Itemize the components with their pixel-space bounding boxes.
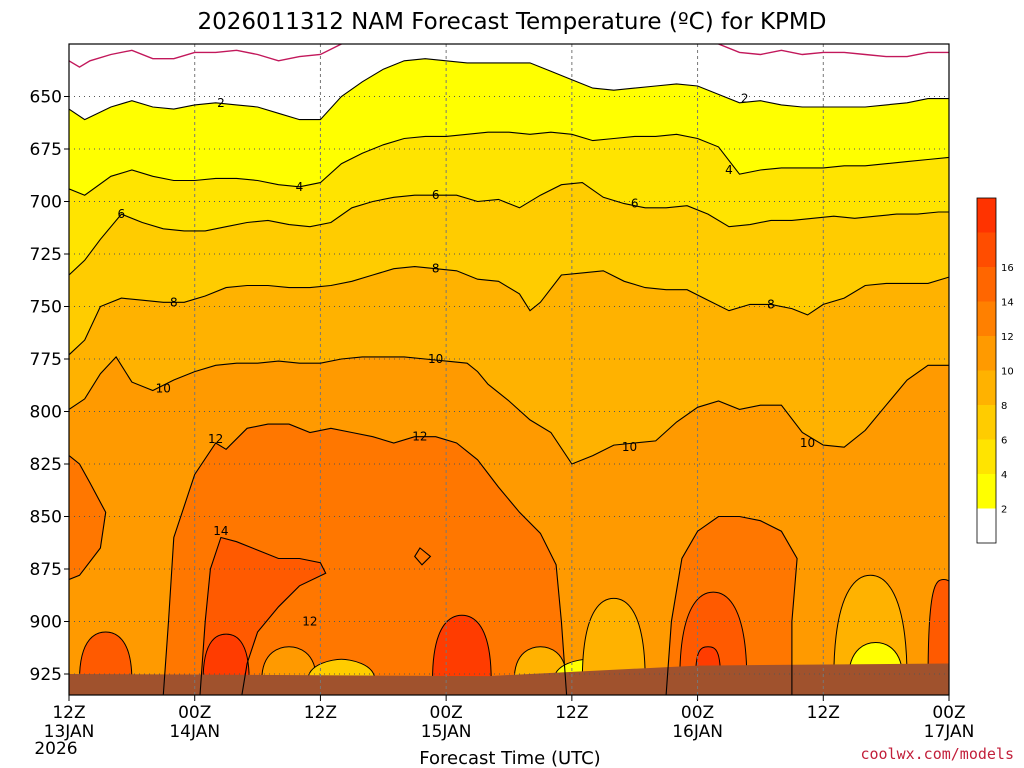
y-tick-label-850: 850 bbox=[30, 508, 62, 528]
contour-label-4-0: 4 bbox=[296, 180, 304, 194]
ground-terrain bbox=[69, 663, 949, 695]
y-tick-label-675: 675 bbox=[30, 140, 62, 160]
colorbar-swatch-0 bbox=[977, 508, 996, 543]
contour-label-10-1: 10 bbox=[428, 352, 443, 366]
contour-label-6-0: 6 bbox=[118, 207, 126, 221]
grid-lines bbox=[68, 44, 950, 695]
y-tick-label-750: 750 bbox=[30, 298, 62, 318]
colorbar-label-16: 16 bbox=[1001, 263, 1014, 274]
x-tick-time-48: 12Z bbox=[555, 703, 588, 723]
y-tick-label-725: 725 bbox=[30, 245, 62, 265]
contour-label-12-2: 12 bbox=[302, 615, 317, 629]
colorbar-swatch-8 bbox=[977, 232, 996, 267]
contour-label-6-1: 6 bbox=[432, 188, 440, 202]
x-tick-time-60: 00Z bbox=[681, 703, 714, 723]
x-tick-date-0: 13JAN bbox=[44, 722, 95, 742]
contour-label-8-0: 8 bbox=[170, 295, 178, 309]
contour-label-10-2: 10 bbox=[622, 440, 637, 454]
x-tick-time-12: 00Z bbox=[178, 703, 211, 723]
y-tick-label-650: 650 bbox=[30, 88, 62, 108]
colorbar-swatch-7 bbox=[977, 267, 996, 302]
y-tick-label-875: 875 bbox=[30, 560, 62, 580]
colorbar-swatch-5 bbox=[977, 336, 996, 371]
colorbar-swatch-1 bbox=[977, 474, 996, 509]
y-tick-label-700: 700 bbox=[30, 193, 62, 213]
contour-label-8-2: 8 bbox=[767, 297, 775, 311]
pocket-3 bbox=[261, 646, 317, 681]
contour-label-12-1: 12 bbox=[412, 430, 427, 444]
y-axis: 650 675 700 725 750 775 800 825 850 875 900 925 bbox=[30, 88, 69, 685]
y-tick-label-900: 900 bbox=[30, 613, 62, 633]
credit-link[interactable]: coolwx.com/models bbox=[860, 745, 1014, 763]
x-tick-time-0: 12Z bbox=[52, 703, 85, 723]
y-tick-label-775: 775 bbox=[30, 350, 62, 370]
y-tick-label-925: 925 bbox=[30, 665, 62, 685]
colorbar-label-8: 8 bbox=[1001, 401, 1007, 412]
contour-labels: 2 2 4 4 6 6 6 8 8 8 10 10 10 10 12 12 12 14 bbox=[118, 92, 816, 629]
contour-line-0-west bbox=[69, 44, 345, 68]
colorbar-label-12: 12 bbox=[1001, 332, 1014, 343]
contour-label-12-0: 12 bbox=[208, 432, 223, 446]
x-tick-date-36: 15JAN bbox=[421, 722, 472, 742]
colorbar-swatch-2 bbox=[977, 439, 996, 474]
contour-line-small bbox=[414, 547, 432, 566]
x-axis-title: Forecast Time (UTC) bbox=[419, 748, 600, 768]
x-tick-time-24: 12Z bbox=[304, 703, 337, 723]
x-tick-time-84: 00Z bbox=[932, 703, 965, 723]
colorbar-swatch-4 bbox=[977, 370, 996, 405]
colorbar-label-4: 4 bbox=[1001, 470, 1007, 481]
contour-label-8-1: 8 bbox=[432, 262, 440, 276]
ground-layer bbox=[69, 663, 949, 695]
colorbar-swatch-9 bbox=[977, 198, 996, 233]
chart-title: 2026011312 NAM Forecast Temperature (ºC)… bbox=[198, 9, 827, 35]
pocket-8 bbox=[581, 597, 646, 681]
contour-label-10-3: 10 bbox=[800, 436, 815, 450]
colorbar-label-6: 6 bbox=[1001, 436, 1007, 447]
contour-label-6-2: 6 bbox=[631, 197, 639, 211]
year-label: 2026 bbox=[34, 739, 77, 759]
x-tick-date-12: 14JAN bbox=[169, 722, 220, 742]
pocket-2 bbox=[202, 633, 250, 681]
pocket-1 bbox=[78, 631, 133, 681]
plot-frame bbox=[68, 43, 950, 696]
colorbar-frame bbox=[976, 197, 997, 544]
contour-label-14-0: 14 bbox=[213, 524, 228, 538]
colorbar-label-2: 2 bbox=[1001, 505, 1007, 516]
contour-label-4-1: 4 bbox=[725, 163, 733, 177]
x-tick-time-36: 00Z bbox=[430, 703, 463, 723]
contour-line-2 bbox=[69, 58, 949, 121]
colorbar-label-14: 14 bbox=[1001, 298, 1014, 309]
contour-line-10 bbox=[69, 356, 949, 465]
contour-line-12b bbox=[665, 515, 798, 695]
y-tick-label-825: 825 bbox=[30, 455, 62, 475]
pocket-4 bbox=[307, 658, 376, 681]
colorbar: 2 4 6 8 10 12 14 16 bbox=[976, 197, 1014, 544]
x-tick-date-84: 17JAN bbox=[924, 722, 975, 742]
x-tick-time-72: 12Z bbox=[807, 703, 840, 723]
temperature-fill-layers bbox=[69, 44, 949, 695]
contour-label-2-1: 2 bbox=[741, 92, 749, 106]
colorbar-swatch-6 bbox=[977, 301, 996, 336]
contour-label-10-0: 10 bbox=[156, 381, 171, 395]
pocket-13 bbox=[927, 578, 949, 681]
pocket-5 bbox=[432, 614, 492, 681]
y-tick-label-800: 800 bbox=[30, 403, 62, 423]
contour-label-2-0: 2 bbox=[217, 96, 225, 110]
contour-line-0-east bbox=[718, 44, 949, 58]
contour-line-14 bbox=[199, 536, 327, 695]
contour-line-4 bbox=[69, 131, 949, 196]
contour-line-6 bbox=[69, 182, 949, 276]
colorbar-label-10: 10 bbox=[1001, 367, 1014, 378]
x-tick-date-60: 16JAN bbox=[672, 722, 723, 742]
contour-line-12 bbox=[162, 423, 568, 695]
contour-line-12c bbox=[69, 455, 107, 581]
contour-line-8 bbox=[69, 266, 949, 356]
colorbar-swatch-3 bbox=[977, 405, 996, 440]
band-12c bbox=[69, 455, 106, 580]
contour-lines bbox=[69, 44, 949, 695]
